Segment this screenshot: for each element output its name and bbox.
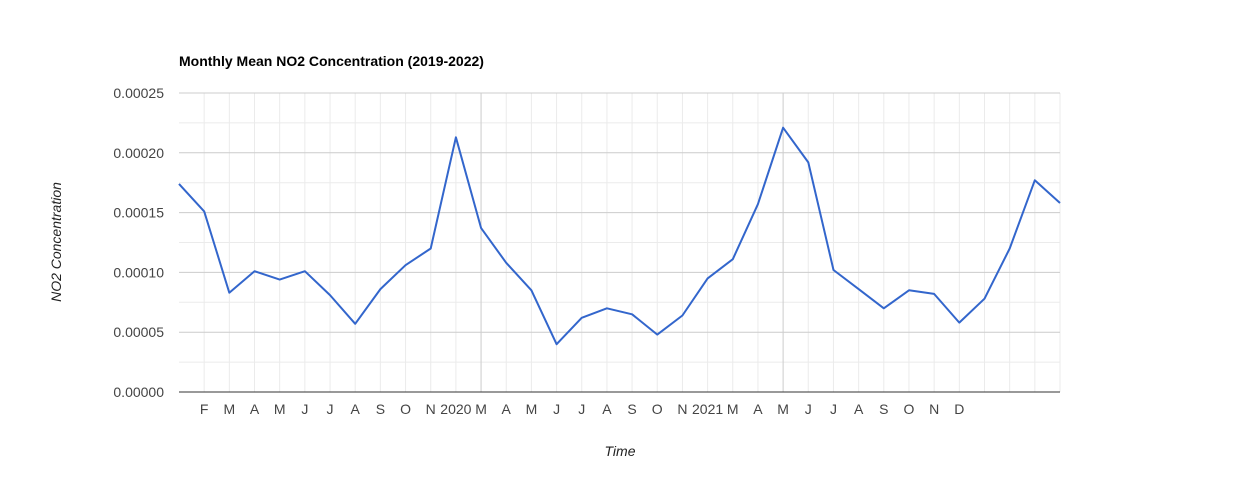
y-tick-label: 0.00015 xyxy=(113,205,164,221)
data-point[interactable] xyxy=(603,304,611,312)
x-tick-label: M xyxy=(224,401,236,417)
x-tick-label: A xyxy=(250,401,260,417)
series-line xyxy=(178,126,1061,346)
x-tick-label: D xyxy=(954,401,964,417)
x-tick-label: J xyxy=(805,401,812,417)
data-point[interactable] xyxy=(779,124,787,132)
series-layer xyxy=(175,124,1064,348)
data-point[interactable] xyxy=(427,244,435,252)
data-point[interactable] xyxy=(754,200,762,208)
y-axis-title: NO2 Concentration xyxy=(48,182,64,302)
data-point[interactable] xyxy=(980,295,988,303)
x-tick-label: O xyxy=(400,401,411,417)
x-tick-label: M xyxy=(777,401,789,417)
chart-title: Monthly Mean NO2 Concentration (2019-202… xyxy=(179,53,484,69)
grid xyxy=(179,92,1061,393)
data-point[interactable] xyxy=(1056,199,1064,207)
data-point[interactable] xyxy=(502,259,510,267)
data-point[interactable] xyxy=(376,285,384,293)
x-tick-label: A xyxy=(602,401,612,417)
x-tick-label: N xyxy=(426,401,436,417)
data-point[interactable] xyxy=(251,267,259,275)
data-point[interactable] xyxy=(905,286,913,294)
data-point[interactable] xyxy=(704,274,712,282)
x-tick-label: J xyxy=(830,401,837,417)
data-point[interactable] xyxy=(855,285,863,293)
x-tick-label: M xyxy=(727,401,739,417)
data-point[interactable] xyxy=(276,276,284,284)
x-tick-label: S xyxy=(376,401,385,417)
x-tick-label: 2021 xyxy=(692,401,723,417)
y-tick-label: 0.00010 xyxy=(113,264,164,280)
x-tick-label: M xyxy=(526,401,538,417)
data-point[interactable] xyxy=(175,180,183,188)
x-tick-label: O xyxy=(904,401,915,417)
data-point[interactable] xyxy=(452,133,460,141)
data-point[interactable] xyxy=(804,158,812,166)
data-point[interactable] xyxy=(880,304,888,312)
x-tick-label: M xyxy=(274,401,286,417)
data-point[interactable] xyxy=(1006,244,1014,252)
data-point[interactable] xyxy=(678,311,686,319)
x-tick-label: J xyxy=(553,401,560,417)
x-tick-label: A xyxy=(854,401,864,417)
x-tick-label: S xyxy=(879,401,888,417)
data-point[interactable] xyxy=(351,320,359,328)
x-tick-label: J xyxy=(301,401,308,417)
data-point[interactable] xyxy=(955,319,963,327)
data-point[interactable] xyxy=(301,267,309,275)
x-axis-title: Time xyxy=(605,443,636,459)
data-point[interactable] xyxy=(1031,176,1039,184)
data-point[interactable] xyxy=(930,290,938,298)
x-tick-label: O xyxy=(652,401,663,417)
x-tick-label: S xyxy=(627,401,636,417)
data-point[interactable] xyxy=(578,314,586,322)
y-tick-label: 0.00005 xyxy=(113,324,164,340)
x-tick-label: F xyxy=(200,401,209,417)
data-point[interactable] xyxy=(553,340,561,348)
x-tick-label: N xyxy=(929,401,939,417)
data-point[interactable] xyxy=(729,255,737,263)
x-tick-label: J xyxy=(327,401,334,417)
y-tick-label: 0.00025 xyxy=(113,85,164,101)
x-tick-label: 2020 xyxy=(440,401,471,417)
data-point[interactable] xyxy=(829,266,837,274)
data-point[interactable] xyxy=(653,331,661,339)
x-tick-label: N xyxy=(677,401,687,417)
data-point[interactable] xyxy=(477,224,485,232)
data-point[interactable] xyxy=(326,291,334,299)
data-point[interactable] xyxy=(200,207,208,215)
y-axis: 0.00000 0.00005 0.00010 0.00015 0.00020 0.000… xyxy=(113,85,164,400)
y-tick-label: 0.00020 xyxy=(113,145,164,161)
x-axis: F M A M J J A S O N 2020 M A M J J A S O N 2021 M A M J J A S O N D xyxy=(200,401,964,417)
data-point[interactable] xyxy=(628,310,636,318)
x-tick-label: A xyxy=(351,401,361,417)
x-tick-label: M xyxy=(475,401,487,417)
data-point[interactable] xyxy=(225,289,233,297)
x-tick-label: A xyxy=(502,401,512,417)
data-point[interactable] xyxy=(527,286,535,294)
y-tick-label: 0.00000 xyxy=(113,384,164,400)
data-point[interactable] xyxy=(402,261,410,269)
x-tick-label: A xyxy=(753,401,763,417)
x-tick-label: J xyxy=(578,401,585,417)
